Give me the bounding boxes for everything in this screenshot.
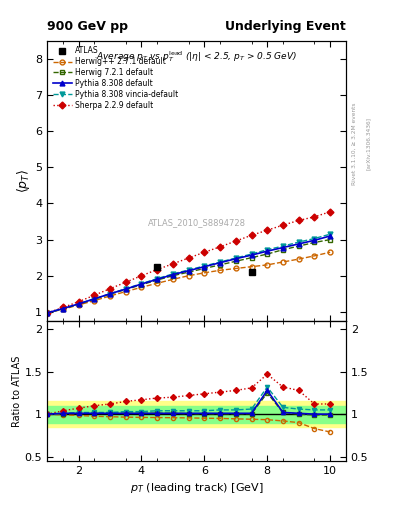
Text: 900 GeV pp: 900 GeV pp — [47, 20, 128, 33]
Text: Rivet 3.1.10, ≥ 3.2M events: Rivet 3.1.10, ≥ 3.2M events — [352, 102, 357, 185]
Y-axis label: $\langle p_T \rangle$: $\langle p_T \rangle$ — [15, 169, 32, 193]
Y-axis label: Ratio to ATLAS: Ratio to ATLAS — [12, 355, 22, 426]
Text: Underlying Event: Underlying Event — [225, 20, 346, 33]
Text: Average $p_T$ vs $p_T^{\rm lead}$ ($|\eta|$ < 2.5, $p_T$ > 0.5 GeV): Average $p_T$ vs $p_T^{\rm lead}$ ($|\et… — [96, 49, 297, 65]
Text: ATLAS_2010_S8894728: ATLAS_2010_S8894728 — [147, 219, 246, 227]
Text: [arXiv:1306.3436]: [arXiv:1306.3436] — [365, 117, 371, 170]
X-axis label: $p_T$ (leading track) [GeV]: $p_T$ (leading track) [GeV] — [130, 481, 263, 495]
Legend: ATLAS, Herwig++ 2.7.1 default, Herwig 7.2.1 default, Pythia 8.308 default, Pythi: ATLAS, Herwig++ 2.7.1 default, Herwig 7.… — [51, 45, 180, 112]
